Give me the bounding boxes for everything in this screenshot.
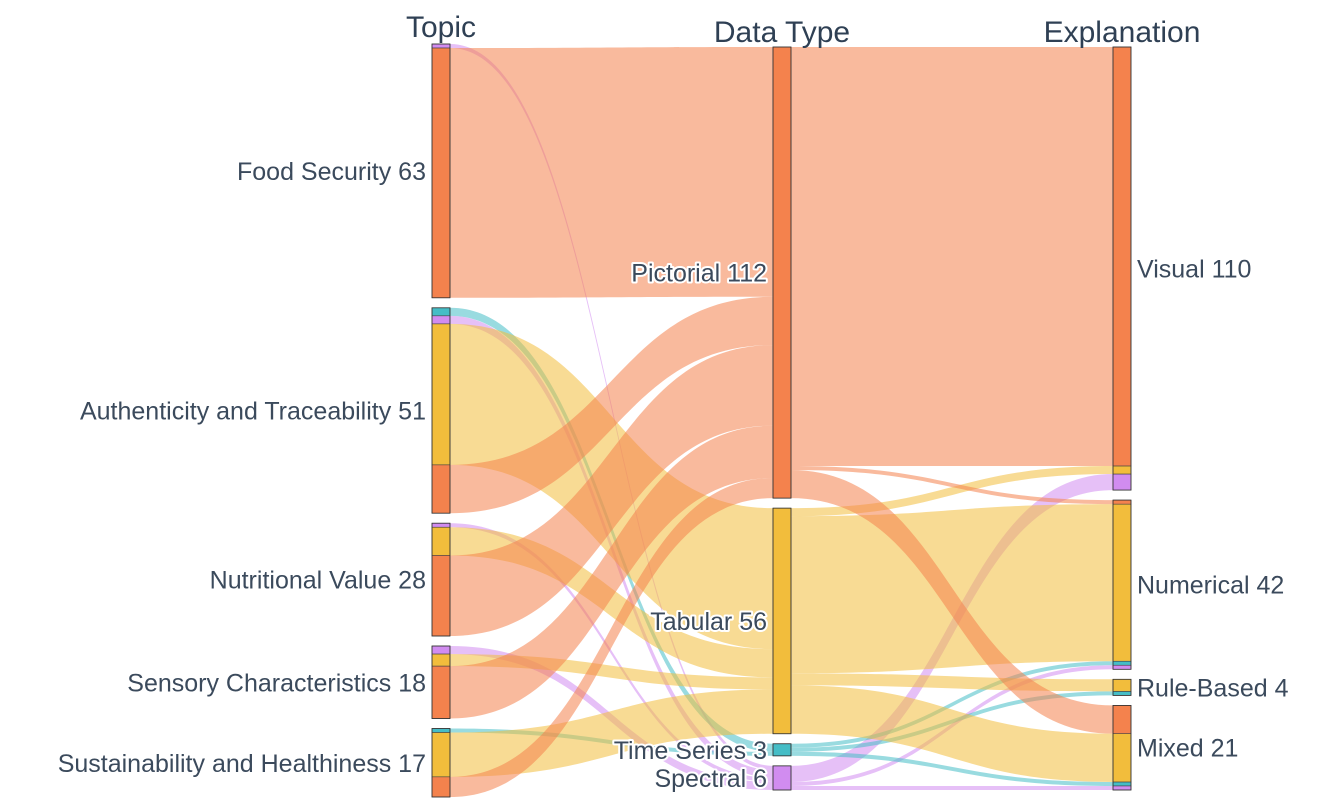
node-outline-food-security (431, 43, 451, 299)
link-pictorial-to-visual[interactable] (791, 47, 1113, 466)
node-mixed[interactable] (1112, 705, 1132, 791)
node-segment-sustainability-and-healthiness (431, 732, 451, 778)
node-spectral[interactable] (772, 765, 792, 791)
node-segment-food-security (431, 43, 451, 49)
node-outline-numerical (1112, 499, 1132, 670)
label-pictorial: Pictorial 112 (631, 260, 767, 288)
node-outline-visual (1112, 46, 1132, 491)
node-segment-sensory-characteristics (431, 653, 451, 667)
link-time-series-to-numerical[interactable] (791, 661, 1113, 748)
node-segment-nutritional-value (431, 526, 451, 556)
node-segment-pictorial (772, 46, 792, 499)
label-food-security: Food Security 63 (237, 158, 426, 186)
node-outline-sensory-characteristics (431, 645, 451, 719)
node-outline-mixed (1112, 705, 1132, 791)
label-sensory-characteristics: Sensory Characteristics 18 (127, 669, 426, 697)
label-time-series: Time Series 3 (614, 737, 767, 765)
label-spectral: Spectral 6 (654, 765, 767, 793)
column-title-explanation: Explanation (1044, 16, 1201, 49)
node-segment-tabular (772, 507, 792, 735)
link-tabular-to-visual[interactable] (791, 465, 1113, 517)
node-tabular[interactable] (772, 507, 792, 735)
node-outline-nutritional-value (431, 522, 451, 637)
link-nutritional-value-to-spectral[interactable] (450, 523, 773, 782)
link-sensory-characteristics-to-pictorial[interactable] (450, 425, 773, 719)
node-segment-rule-based (1112, 691, 1132, 696)
label-numerical: Numerical 42 (1137, 572, 1284, 600)
node-segment-authenticity-and-traceability (431, 464, 451, 514)
label-mixed: Mixed 21 (1137, 735, 1238, 763)
node-segment-authenticity-and-traceability (431, 315, 451, 325)
link-food-security-to-pictorial[interactable] (450, 47, 773, 298)
node-sensory-characteristics[interactable] (431, 645, 451, 719)
column-titles: Topic Data Type Explanation (406, 11, 1200, 49)
node-segment-sustainability-and-healthiness (431, 728, 451, 733)
node-segment-sensory-characteristics (431, 645, 451, 655)
node-segment-sustainability-and-healthiness (431, 776, 451, 798)
node-segment-authenticity-and-traceability (431, 323, 451, 466)
node-segment-visual (1112, 465, 1132, 475)
node-segment-numerical (1112, 499, 1132, 505)
node-outline-rule-based (1112, 678, 1132, 696)
node-segment-mixed (1112, 705, 1132, 734)
node-segment-mixed (1112, 781, 1132, 787)
node-segment-numerical (1112, 503, 1132, 662)
link-tabular-to-mixed[interactable] (791, 685, 1113, 782)
node-nutritional-value[interactable] (431, 522, 451, 637)
label-authenticity-and-traceability: Authenticity and Traceability 51 (80, 398, 426, 426)
link-sustainability-and-healthiness-to-pictorial[interactable] (450, 478, 773, 797)
node-pictorial[interactable] (772, 46, 792, 499)
link-pictorial-to-mixed[interactable] (791, 469, 1113, 734)
node-segment-spectral (772, 765, 792, 791)
link-spectral-to-mixed[interactable] (791, 785, 1113, 790)
node-segment-numerical (1112, 660, 1132, 666)
link-nutritional-value-to-pictorial[interactable] (450, 345, 773, 637)
node-segment-visual (1112, 46, 1132, 467)
node-outline-time-series (772, 743, 792, 757)
node-segment-rule-based (1112, 678, 1132, 692)
nodes-layer (431, 43, 1132, 798)
node-outline-sustainability-and-healthiness (431, 728, 451, 798)
links-layer (450, 44, 1113, 797)
node-segment-mixed (1112, 733, 1132, 783)
node-outline-tabular (772, 507, 792, 735)
node-numerical[interactable] (1112, 499, 1132, 670)
node-segment-nutritional-value (431, 555, 451, 637)
label-sustainability-and-healthiness: Sustainability and Healthiness 17 (58, 750, 426, 778)
node-segment-authenticity-and-traceability (431, 307, 451, 317)
node-outline-authenticity-and-traceability (431, 307, 451, 514)
link-pictorial-to-numerical[interactable] (791, 465, 1113, 505)
node-segment-time-series (772, 743, 792, 757)
labels-layer: Food Security 63 Authenticity and Traceab… (56, 156, 1291, 795)
node-visual[interactable] (1112, 46, 1132, 491)
node-segment-mixed (1112, 785, 1132, 791)
label-tabular: Tabular 56 (650, 608, 767, 636)
node-outline-spectral (772, 765, 792, 791)
node-segment-sensory-characteristics (431, 665, 451, 719)
link-authenticity-and-traceability-to-pictorial[interactable] (450, 296, 773, 514)
node-segment-food-security (431, 47, 451, 299)
node-rule-based[interactable] (1112, 678, 1132, 696)
label-visual: Visual 110 (1137, 256, 1251, 284)
column-title-data-type: Data Type (714, 16, 850, 49)
node-segment-numerical (1112, 664, 1132, 670)
node-sustainability-and-healthiness[interactable] (431, 728, 451, 798)
column-title-topic: Topic (406, 11, 476, 44)
label-rule-based: Rule-Based 4 (1137, 674, 1289, 702)
label-nutritional-value: Nutritional Value 28 (210, 567, 426, 595)
node-segment-visual (1112, 473, 1132, 491)
node-segment-nutritional-value (431, 522, 451, 528)
node-authenticity-and-traceability[interactable] (431, 307, 451, 514)
node-outline-pictorial (772, 46, 792, 499)
node-food-security[interactable] (431, 43, 451, 299)
node-time-series[interactable] (772, 743, 792, 757)
link-time-series-to-mixed[interactable] (791, 751, 1113, 786)
